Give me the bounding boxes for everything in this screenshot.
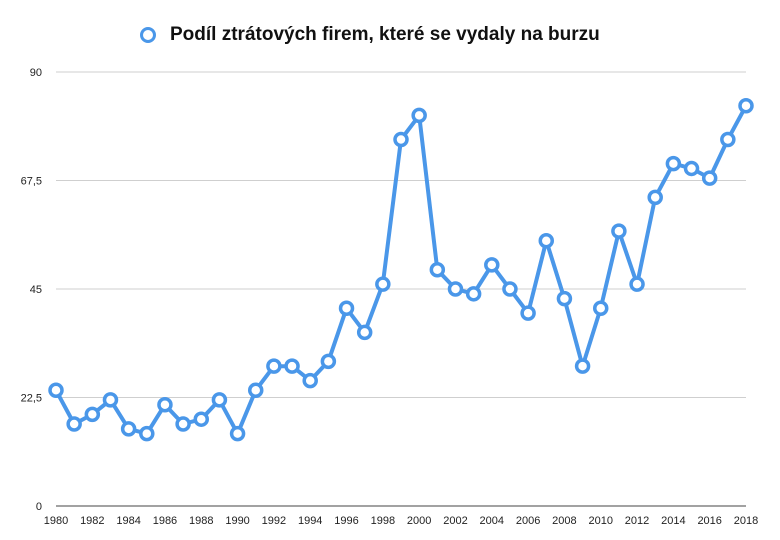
data-point — [302, 372, 318, 389]
data-point — [284, 358, 300, 374]
gridlines — [56, 71, 746, 507]
legend-marker-icon — [140, 27, 156, 43]
x-tick-label: 1998 — [371, 515, 395, 527]
data-point — [738, 98, 754, 114]
chart-title: Podíl ztrátových firem, které se vydaly … — [170, 24, 600, 45]
data-point — [84, 406, 101, 423]
x-tick-label: 2000 — [407, 515, 431, 527]
data-point — [356, 324, 373, 341]
data-point — [574, 358, 591, 374]
x-tick-label: 2018 — [734, 515, 758, 527]
y-tick-label: 0 — [36, 501, 42, 513]
y-tick-label: 45 — [30, 284, 42, 296]
data-point — [211, 392, 228, 408]
data-point — [520, 305, 536, 321]
legend: Podíl ztrátových firem, které se vydaly … — [140, 20, 600, 50]
data-point — [120, 421, 137, 437]
data-point — [193, 411, 210, 427]
data-point — [338, 300, 355, 317]
data-point — [393, 131, 409, 148]
x-tick-label: 1994 — [298, 515, 322, 527]
data-point — [556, 290, 573, 307]
data-point — [538, 233, 555, 249]
series-line — [54, 103, 748, 436]
x-tick-label: 2002 — [443, 515, 467, 527]
data-point — [502, 281, 518, 297]
data-point — [375, 276, 391, 292]
data-point — [647, 189, 663, 206]
data-point — [720, 131, 736, 148]
data-point — [266, 358, 282, 374]
x-tick-label: 1992 — [262, 515, 286, 527]
data-point — [447, 281, 464, 297]
x-tick-label: 2010 — [588, 515, 612, 527]
data-point — [665, 155, 682, 172]
data-point — [683, 160, 700, 177]
data-point — [701, 170, 718, 186]
data-point — [629, 276, 645, 292]
data-point — [157, 396, 173, 413]
data-point — [247, 382, 264, 399]
data-point — [429, 261, 446, 278]
data-point — [66, 416, 82, 432]
x-tick-label: 2012 — [625, 515, 649, 527]
data-point — [139, 425, 155, 442]
x-tick-label: 1990 — [225, 515, 249, 527]
series-points — [48, 98, 754, 442]
y-tick-label: 67,5 — [21, 176, 42, 188]
x-tick-label: 1986 — [153, 515, 177, 527]
x-tick-label: 1996 — [334, 515, 358, 527]
x-tick-label: 2016 — [697, 515, 721, 527]
y-axis-ticks: 0 22,5 45 67,5 90 — [21, 67, 42, 513]
x-tick-label: 1982 — [80, 515, 104, 527]
x-axis-ticks: 1980 1982 1984 1986 1988 1990 1992 1994 1996 1998… — [44, 515, 758, 527]
data-point — [592, 300, 609, 317]
data-point — [48, 382, 64, 399]
data-point — [484, 257, 500, 273]
y-tick-label: 22,5 — [21, 393, 42, 405]
x-tick-label: 2014 — [661, 515, 685, 527]
y-tick-label: 90 — [30, 67, 42, 79]
x-tick-label: 1980 — [44, 515, 68, 527]
data-point — [411, 107, 427, 124]
data-point — [229, 425, 246, 442]
data-point — [320, 353, 337, 370]
x-tick-label: 2008 — [552, 515, 576, 527]
data-point — [611, 223, 627, 239]
x-tick-label: 2004 — [480, 515, 504, 527]
x-tick-label: 2006 — [516, 515, 540, 527]
x-tick-label: 1988 — [189, 515, 213, 527]
data-point — [102, 392, 119, 408]
data-point — [465, 286, 482, 302]
x-tick-label: 1984 — [116, 515, 140, 527]
data-point — [175, 416, 191, 432]
